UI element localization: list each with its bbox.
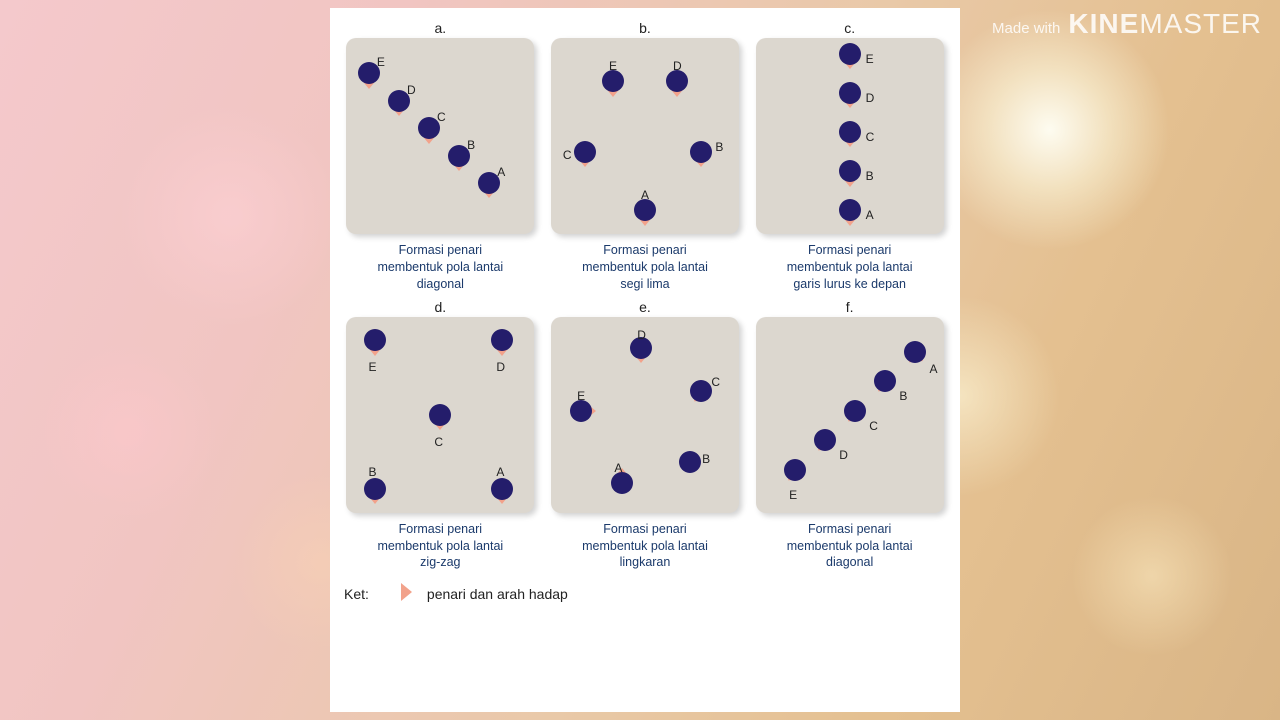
dancer-label: A [641,188,649,202]
dancer-label: D [496,360,505,374]
dancer-dot-icon [570,400,592,422]
dancer-label: B [899,389,907,403]
dancer-label: A [929,362,937,376]
dancer-dot-icon [574,141,596,163]
legend-dancer-icon [379,581,417,606]
dancer-dot-icon [839,121,861,143]
dancer-dot-icon [611,472,633,494]
panel-cell-f: f. A B C D E Formasi penarimembentuk pola lant… [753,299,946,572]
dancer-label: D [407,83,416,97]
dancer-label: B [702,452,710,466]
dancer-label: C [711,375,720,389]
panel-cell-b: b. E D C B A Formasi penarimembentuk pola lant… [549,20,742,293]
dancer-dot-icon [839,43,861,65]
watermark-prefix: Made with [992,20,1060,37]
dancer-label: E [377,55,385,69]
direction-arrow-icon [401,583,412,601]
dancer-label: A [497,165,505,179]
dancer-label: D [673,59,682,73]
dancer-label: A [496,465,504,479]
dancer-dot-icon [491,478,513,500]
dancer-dot-icon [690,141,712,163]
dancer-marker [383,581,413,603]
panel-caption: Formasi penarimembentuk pola lantaisegi … [582,242,708,293]
dancer-label: C [869,419,878,433]
dancer-label: E [866,52,874,66]
panel-letter: f. [846,299,854,315]
dancer-dot-icon [814,429,836,451]
dancer-dot-icon [634,199,656,221]
dancer-label: C [434,435,443,449]
dancer-dot-icon [844,400,866,422]
panel-caption: Formasi penarimembentuk pola lantaigaris… [787,242,913,293]
panel-caption: Formasi penarimembentuk pola lantailingk… [582,521,708,572]
panel-caption: Formasi penarimembentuk pola lantaizig-z… [377,521,503,572]
dancer-dot-icon [690,380,712,402]
dancer-label: A [614,461,622,475]
dancer-dot-icon [679,451,701,473]
dancer-label: C [563,148,572,162]
panel-cell-e: e. D C E B A Formasi penarimembentuk pola lant… [549,299,742,572]
dancer-label: E [369,360,377,374]
dancer-label: D [839,448,848,462]
panel-cell-a: a. E D C B A Formasi penarimembentuk pola lant… [344,20,537,293]
dancer-dot-icon [364,478,386,500]
dancer-dot-icon [602,70,624,92]
dancer-dot-icon [666,70,688,92]
formation-panel: E D C B A [551,38,739,234]
dancer-label: C [866,130,875,144]
legend-text: penari dan arah hadap [427,586,568,602]
dancer-dot-icon [904,341,926,363]
dancer-dot-icon [839,160,861,182]
dancer-label: E [789,488,797,502]
dancer-label: A [866,208,874,222]
dancer-dot-icon [491,329,513,351]
legend-prefix: Ket: [344,586,369,602]
formation-panel: E D C B A [346,38,534,234]
dancer-label: D [637,328,646,342]
dancer-label: B [715,140,723,154]
formation-panel: E D C B A [346,317,534,513]
legend: Ket: penari dan arah hadap [344,581,946,606]
panel-letter: b. [639,20,651,36]
watermark-brand: KINEMASTER [1068,8,1262,40]
panel-letter: a. [434,20,446,36]
panel-cell-d: d. E D C B A Formasi penarimembentuk pola lant… [344,299,537,572]
panel-caption: Formasi penarimembentuk pola lantaidiago… [787,521,913,572]
panel-letter: c. [844,20,855,36]
dancer-dot-icon [874,370,896,392]
diagram-sheet: a. E D C B A Formasi penarimembentuk pola lant… [330,8,960,712]
dancer-dot-icon [839,199,861,221]
formation-panel: A B C D E [756,317,944,513]
dancer-label: D [866,91,875,105]
formation-panel: D C E B A [551,317,739,513]
dancer-dot-icon [364,329,386,351]
panel-caption: Formasi penarimembentuk pola lantaidiago… [377,242,503,293]
dancer-label: C [437,110,446,124]
dancer-label: B [866,169,874,183]
watermark: Made with KINEMASTER [992,8,1262,40]
dancer-label: E [577,389,585,403]
dancer-dot-icon [784,459,806,481]
panel-grid: a. E D C B A Formasi penarimembentuk pola lant… [344,20,946,571]
dancer-label: E [609,59,617,73]
formation-panel: E D C B A [756,38,944,234]
dancer-dot-icon [839,82,861,104]
dancer-dot-icon [429,404,451,426]
dancer-label: B [369,465,377,479]
dancer-label: B [467,138,475,152]
panel-letter: e. [639,299,651,315]
panel-cell-c: c. E D C B A Formasi penarimembentuk pola lant… [753,20,946,293]
panel-letter: d. [434,299,446,315]
